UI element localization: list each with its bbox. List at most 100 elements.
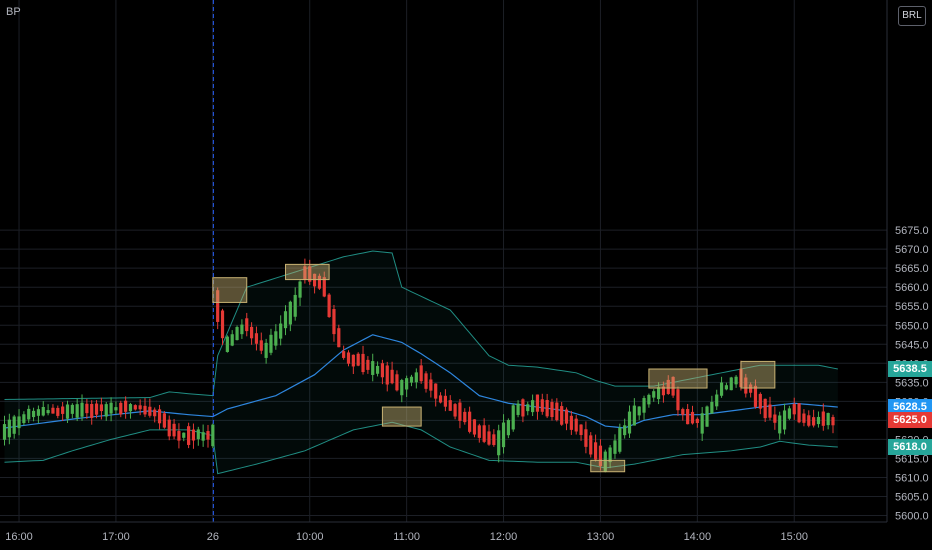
candle-body	[308, 266, 312, 282]
candle-body	[511, 405, 515, 430]
candle-body	[61, 406, 65, 414]
candles	[2, 258, 835, 473]
candle-body	[371, 361, 375, 375]
candle-body	[36, 409, 41, 416]
time-tick-label: 15:00	[780, 531, 808, 543]
candle-body	[468, 411, 472, 432]
candle-body	[729, 377, 733, 391]
candle-body	[235, 327, 239, 341]
candle-body	[395, 374, 399, 391]
lower-band-line	[4, 421, 838, 475]
candle-body	[259, 340, 263, 351]
lower-band-price-tag: 5618.0	[888, 439, 932, 455]
candle-body	[70, 404, 74, 414]
candle-body	[526, 404, 530, 412]
candle-body	[424, 373, 428, 389]
price-tick-label: 5635.0	[895, 377, 929, 389]
candle-body	[681, 409, 685, 415]
upper-band-line	[4, 250, 838, 400]
candle-body	[361, 353, 365, 373]
candle-body	[7, 419, 11, 438]
candle-body	[17, 416, 21, 429]
candle-body	[322, 277, 326, 297]
last-price-tag: 5625.0	[888, 412, 932, 429]
candle-body	[690, 411, 695, 424]
candle-body	[346, 352, 351, 364]
symbol-label: BP	[6, 6, 21, 18]
candle-body	[332, 309, 336, 335]
candle-body	[438, 395, 443, 403]
candle-body	[695, 418, 699, 424]
candle-body	[584, 429, 588, 447]
candle-body	[802, 413, 806, 423]
price-tick-label: 5615.0	[895, 453, 929, 465]
candle-body	[564, 409, 569, 424]
candle-body	[162, 413, 166, 428]
time-axis-labels: 16:00 17:00 26 10:00 11:00 12:00 13:00 14:00 15:…	[5, 531, 808, 543]
candle-body	[661, 386, 666, 396]
candle-body	[497, 430, 501, 456]
candle-body	[700, 413, 704, 434]
highlight-box	[381, 406, 422, 427]
candle-body	[279, 323, 283, 339]
candle-body	[409, 376, 414, 383]
candle-body	[812, 417, 816, 426]
candle-body	[400, 380, 404, 396]
candle-body	[782, 410, 787, 430]
time-tick-label: 14:00	[684, 531, 712, 543]
price-tick-label: 5665.0	[895, 263, 929, 275]
candle-body	[501, 422, 506, 448]
candle-body	[613, 440, 617, 454]
candle-body	[758, 393, 762, 409]
candle-body	[724, 385, 729, 390]
candle-body	[753, 385, 758, 407]
price-tick-label: 5650.0	[895, 320, 929, 332]
time-tick-label: 16:00	[5, 531, 33, 543]
candle-body	[385, 365, 389, 385]
basis-line	[4, 334, 838, 429]
candle-body	[31, 410, 36, 418]
candle-body	[191, 429, 196, 441]
candle-body	[671, 376, 675, 396]
candle-body	[2, 424, 7, 440]
highlight-box	[212, 277, 248, 303]
candle-body	[356, 353, 360, 366]
candle-body	[75, 404, 79, 418]
candle-body	[380, 363, 385, 378]
grid-lines	[0, 0, 887, 522]
candle-body	[254, 333, 259, 344]
currency-button[interactable]: BRL	[898, 6, 926, 26]
candle-body	[283, 311, 288, 329]
time-tick-label: 10:00	[296, 531, 324, 543]
candle-body	[555, 402, 559, 421]
candle-body	[632, 405, 636, 426]
candle-body	[225, 336, 229, 352]
candle-body	[550, 402, 554, 418]
candle-body	[715, 394, 719, 407]
candle-body	[816, 416, 821, 425]
candle-body	[826, 413, 830, 426]
price-tick-label: 5670.0	[895, 244, 929, 256]
candle-body	[293, 294, 297, 317]
candle-body	[240, 324, 244, 335]
candle-body	[419, 365, 423, 382]
candle-body	[138, 405, 142, 410]
candle-body	[429, 379, 433, 391]
candle-body	[211, 424, 215, 447]
candle-body	[375, 365, 380, 374]
candle-body	[405, 378, 409, 390]
candle-body	[487, 431, 491, 445]
candle-body	[477, 425, 481, 438]
candle-body	[787, 408, 791, 419]
candle-body	[390, 369, 394, 384]
price-tick-label: 5655.0	[895, 301, 929, 313]
candle-body	[434, 383, 438, 399]
candle-body	[642, 398, 646, 413]
candle-body	[172, 423, 176, 437]
candle-body	[56, 407, 60, 416]
highlight-box	[648, 368, 708, 389]
candle-body	[569, 415, 573, 430]
candle-body	[157, 409, 162, 424]
